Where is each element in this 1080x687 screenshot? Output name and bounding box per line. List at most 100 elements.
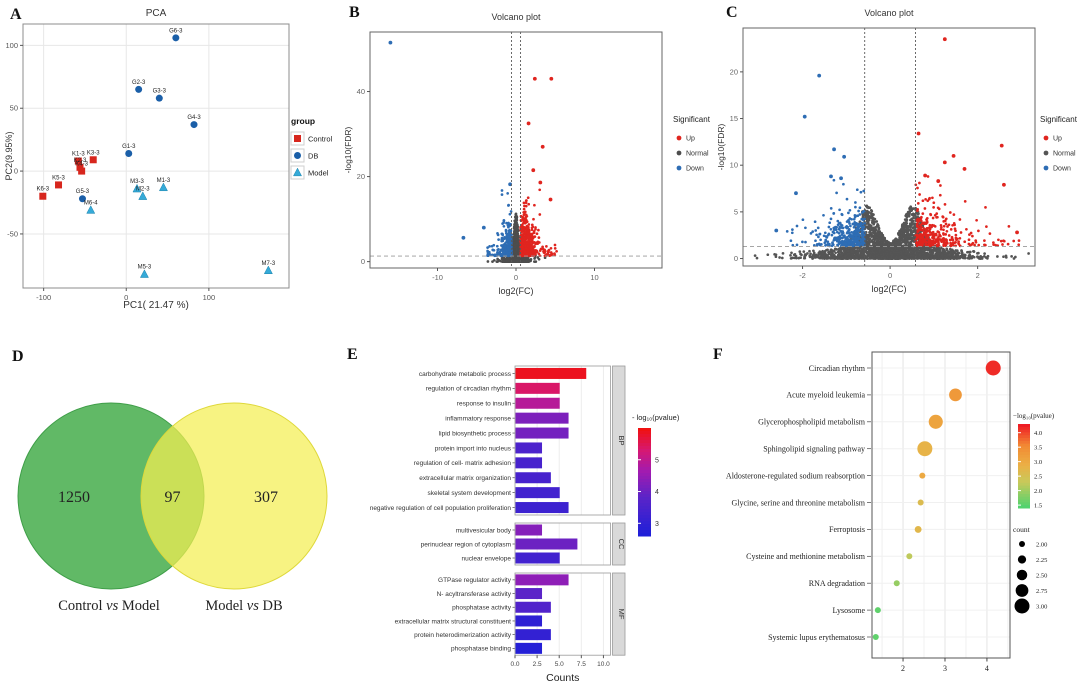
panel-e-letter: E — [347, 346, 358, 363]
svg-text:40: 40 — [357, 87, 365, 96]
go-bar — [515, 538, 578, 550]
go-bar — [515, 472, 551, 484]
sample-marker — [139, 269, 149, 278]
svg-text:0: 0 — [14, 167, 18, 176]
go-bar — [515, 629, 551, 641]
go-bar-chart: carbohydrate metabolic process regulation… — [338, 340, 706, 687]
svg-text:100: 100 — [203, 293, 216, 302]
sample-marker — [155, 94, 163, 102]
svg-text:-log10(FDR): -log10(FDR) — [343, 126, 353, 173]
kegg-dot — [928, 414, 943, 429]
svg-text:Volcano plot: Volcano plot — [864, 8, 914, 18]
svg-text:PC1( 21.47 %): PC1( 21.47 %) — [123, 300, 189, 311]
kegg-dot — [919, 472, 926, 479]
svg-text:PCA: PCA — [146, 8, 167, 19]
facet-strip — [612, 572, 626, 656]
svg-text:G5-3: G5-3 — [76, 189, 90, 195]
svg-text:K1-3: K1-3 — [72, 152, 85, 158]
go-bar — [515, 502, 569, 514]
sample-marker — [74, 157, 82, 165]
kegg-dot — [917, 441, 933, 457]
panel-b: Volcano plot -10 0 10 0 20 40 log2(FC) -log10(FD… — [340, 2, 718, 322]
sample-marker — [263, 265, 273, 275]
svg-text:Significant: Significant — [673, 115, 711, 124]
sample-marker — [293, 167, 302, 177]
go-bar — [515, 588, 543, 600]
kegg-dot — [914, 525, 922, 533]
sample-marker — [55, 181, 63, 189]
svg-text:PC2(9.95%): PC2(9.95%) — [4, 131, 14, 180]
svg-text:Up: Up — [686, 136, 695, 143]
svg-text:Normal: Normal — [686, 151, 709, 158]
go-bar-svg: carbohydrate metabolic processregulation… — [370, 365, 680, 684]
volcano-down-points — [785, 178, 867, 248]
svg-text:Volcano plot: Volcano plot — [491, 12, 541, 22]
go-bar — [515, 487, 560, 499]
panel-a: PCA -100 0 100 -50 0 50 100 PC1( 21.47 %) PC2(9.9… — [4, 2, 340, 322]
svg-text:K4-3: K4-3 — [75, 162, 88, 168]
svg-text:M5-3: M5-3 — [138, 265, 152, 271]
kegg-dot — [874, 607, 881, 614]
svg-text:K6-3: K6-3 — [36, 187, 49, 193]
volcano-outlier-points — [774, 37, 1019, 235]
panel-f: Circadian rhythm Acute myeloid leukemia Gl… — [700, 340, 1080, 687]
sample-marker — [125, 149, 133, 157]
venn-set-label: Model vs DB — [205, 598, 282, 614]
sample-marker — [86, 205, 96, 214]
svg-text:-10: -10 — [432, 273, 443, 282]
svg-text:G4-3: G4-3 — [187, 115, 201, 121]
svg-text:-50: -50 — [7, 229, 18, 238]
pca-series-DB: G6-3 G2-3 G3-3 G4-3 G1-3 G5-3 — [76, 28, 201, 203]
kegg-dot — [985, 360, 1001, 376]
panel-d: 1250 97 307 Control vs Model Model vs DB — [4, 344, 344, 687]
sample-marker — [76, 163, 84, 171]
volcano-b-chart: Volcano plot -10 0 10 0 20 40 log2(FC) -log10(FD… — [340, 2, 718, 323]
sample-marker — [89, 156, 97, 164]
svg-text:M3-3: M3-3 — [130, 179, 144, 185]
go-facet-BP: carbohydrate metabolic processregulation… — [370, 367, 587, 514]
panel-c: Volcano plot -2 0 2 0 5 10 15 20 log2(FC) -log10(F… — [714, 2, 1080, 322]
svg-text:Down: Down — [686, 166, 704, 173]
pca-series-Model: M3-3 M2-3 M1-3 M6-4 M5-3 M7-3 — [84, 178, 276, 278]
go-bar — [515, 524, 543, 536]
panel-e: carbohydrate metabolic process regulation… — [338, 340, 706, 687]
facet-strip — [612, 522, 626, 566]
sample-marker — [294, 135, 301, 142]
go-bar — [515, 412, 569, 424]
kegg-dot — [906, 553, 913, 560]
svg-text:0: 0 — [124, 293, 128, 302]
go-bar — [515, 457, 543, 469]
svg-text:log2(FC): log2(FC) — [498, 286, 533, 296]
panel-a-letter: A — [10, 6, 22, 23]
svg-text:M1-3: M1-3 — [157, 178, 171, 184]
sample-marker — [39, 192, 47, 200]
panel-b-letter: B — [349, 4, 360, 21]
kegg-dot — [872, 634, 879, 640]
volcano-up-points — [914, 175, 1021, 248]
svg-text:group: group — [291, 116, 315, 126]
svg-text:G1-3: G1-3 — [122, 144, 136, 150]
volcano-c-chart: Volcano plot -2 0 2 0 5 10 15 20 log2(FC) -log10(F… — [714, 2, 1080, 323]
volcano-legend: Significant Up Normal Down — [673, 115, 711, 173]
go-colorbar-legend: - log₁₀(pvalue)543 — [632, 413, 680, 537]
venn-set-label: Control vs Model — [58, 598, 160, 614]
sample-marker — [172, 34, 180, 42]
go-bar — [515, 552, 560, 564]
kegg-dot — [893, 580, 900, 587]
svg-text:K3-3: K3-3 — [87, 150, 100, 156]
go-bar — [515, 367, 587, 379]
pca-legend: group Control DB Model — [290, 116, 333, 180]
panel-c-letter: C — [726, 4, 738, 21]
svg-text:G6-3: G6-3 — [169, 28, 183, 34]
svg-text:G2-3: G2-3 — [132, 80, 146, 86]
svg-text:M2-3: M2-3 — [136, 187, 150, 193]
volcano-svg-C: Volcano plot-2 0 205101520log2(FC)-log10(F… — [716, 8, 1078, 294]
pca-series-Control: K1-3 K3-3K2-3K4-3 K5-3K6-3 — [36, 150, 100, 200]
panel-f-letter: F — [713, 346, 723, 363]
